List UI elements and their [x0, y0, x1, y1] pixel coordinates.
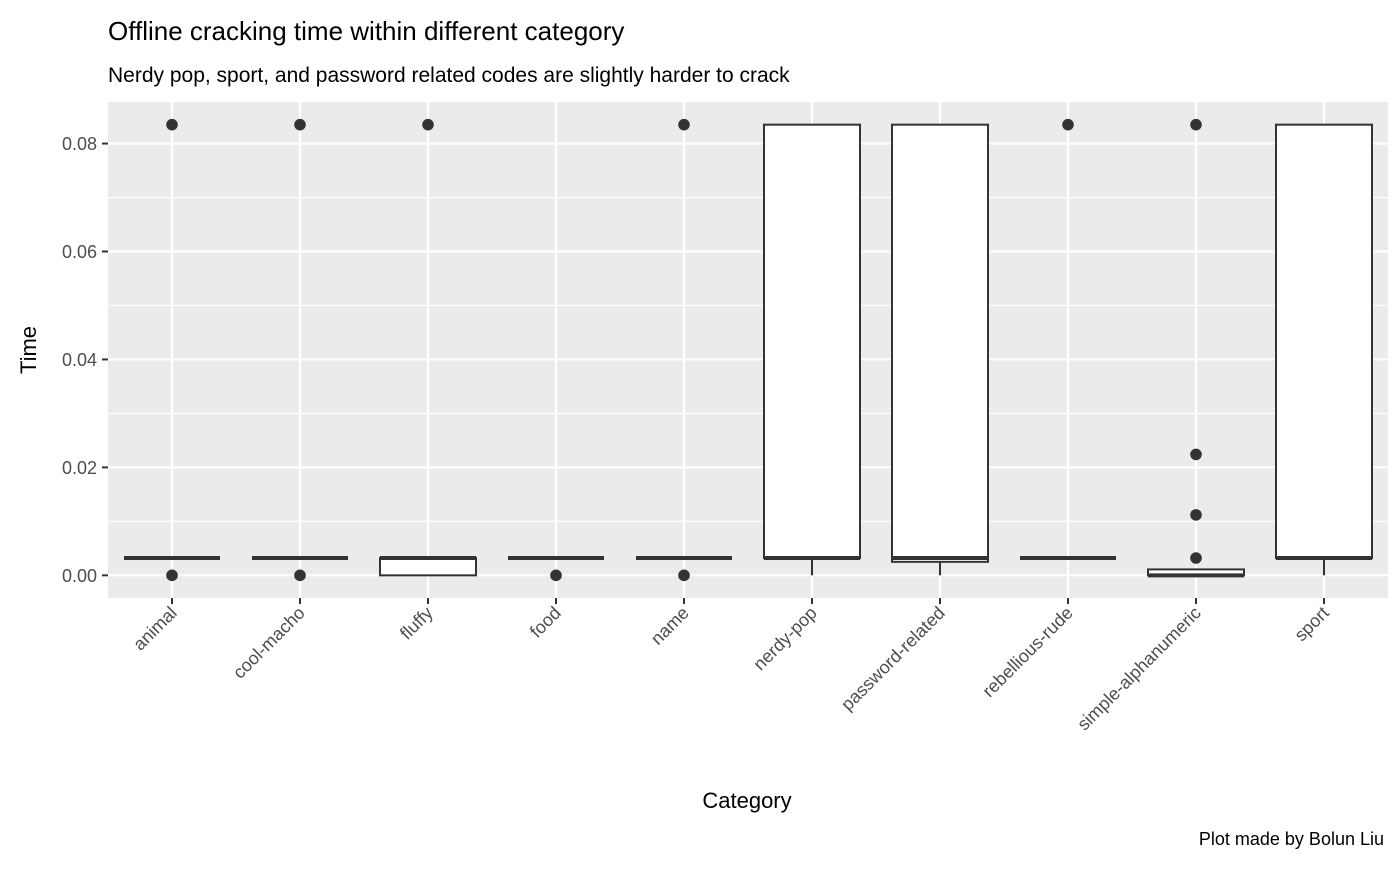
box-rebellious-rude: [1020, 118, 1116, 561]
y-axis: 0.00 0.02 0.04 0.06 0.08: [62, 134, 108, 586]
box-body: [763, 123, 861, 560]
minor-gridlines: [108, 196, 1388, 522]
box-body: [379, 557, 477, 577]
x-tick-label: food: [526, 603, 565, 642]
box-animal: [124, 118, 220, 582]
outlier-point: [294, 118, 306, 131]
y-axis-title: Time: [16, 326, 41, 374]
outlier-point: [1062, 118, 1074, 131]
outlier-point: [1190, 509, 1202, 521]
box-fluffy: [379, 118, 477, 577]
x-tick-label: name: [647, 603, 693, 649]
box-cool-macho: [252, 118, 348, 582]
y-tick-label: 0.04: [62, 350, 97, 370]
y-tick-label: 0.02: [62, 458, 97, 478]
y-tick-label: 0.00: [62, 566, 97, 586]
x-axis-title: Category: [702, 788, 791, 813]
x-axis: animal cool-macho fluffy food name nerdy-pop p…: [129, 598, 1333, 734]
y-tick-label: 0.06: [62, 242, 97, 262]
x-tick-label: fluffy: [396, 603, 437, 644]
chart-subtitle: Nerdy pop, sport, and password related c…: [108, 64, 790, 87]
outlier-point: [422, 118, 434, 131]
box-simple-alphanumeric: [1147, 118, 1245, 578]
outlier-point: [1190, 118, 1202, 131]
outlier-point: [1190, 448, 1202, 461]
box-name: [636, 118, 732, 582]
box-food: [508, 556, 604, 582]
box-nerdy-pop: [763, 123, 861, 576]
box-series: [124, 118, 1373, 582]
y-tick-label: 0.08: [62, 134, 97, 154]
chart-caption: Plot made by Bolun Liu: [1199, 829, 1384, 849]
x-tick-label: sport: [1290, 603, 1332, 645]
x-tick-label: animal: [129, 603, 181, 655]
outlier-point: [1190, 552, 1202, 564]
box-password-related: [891, 123, 989, 576]
box-body: [1275, 123, 1373, 560]
outlier-point: [166, 118, 178, 131]
x-tick-label: simple-alphanumeric: [1073, 603, 1205, 735]
outlier-point: [678, 118, 690, 131]
x-tick-label: nerdy-pop: [749, 603, 820, 674]
outlier-point: [678, 569, 690, 582]
outlier-point: [550, 569, 562, 582]
plot-panel: [108, 102, 1388, 598]
x-tick-label: rebellious-rude: [978, 603, 1076, 701]
box-sport: [1275, 123, 1373, 576]
x-tick-label: cool-macho: [229, 603, 309, 683]
chart-title: Offline cracking time within different c…: [108, 16, 624, 46]
outlier-point: [294, 569, 306, 582]
box-body: [891, 123, 989, 563]
x-tick-label: password-related: [837, 603, 949, 715]
outlier-point: [166, 569, 178, 582]
